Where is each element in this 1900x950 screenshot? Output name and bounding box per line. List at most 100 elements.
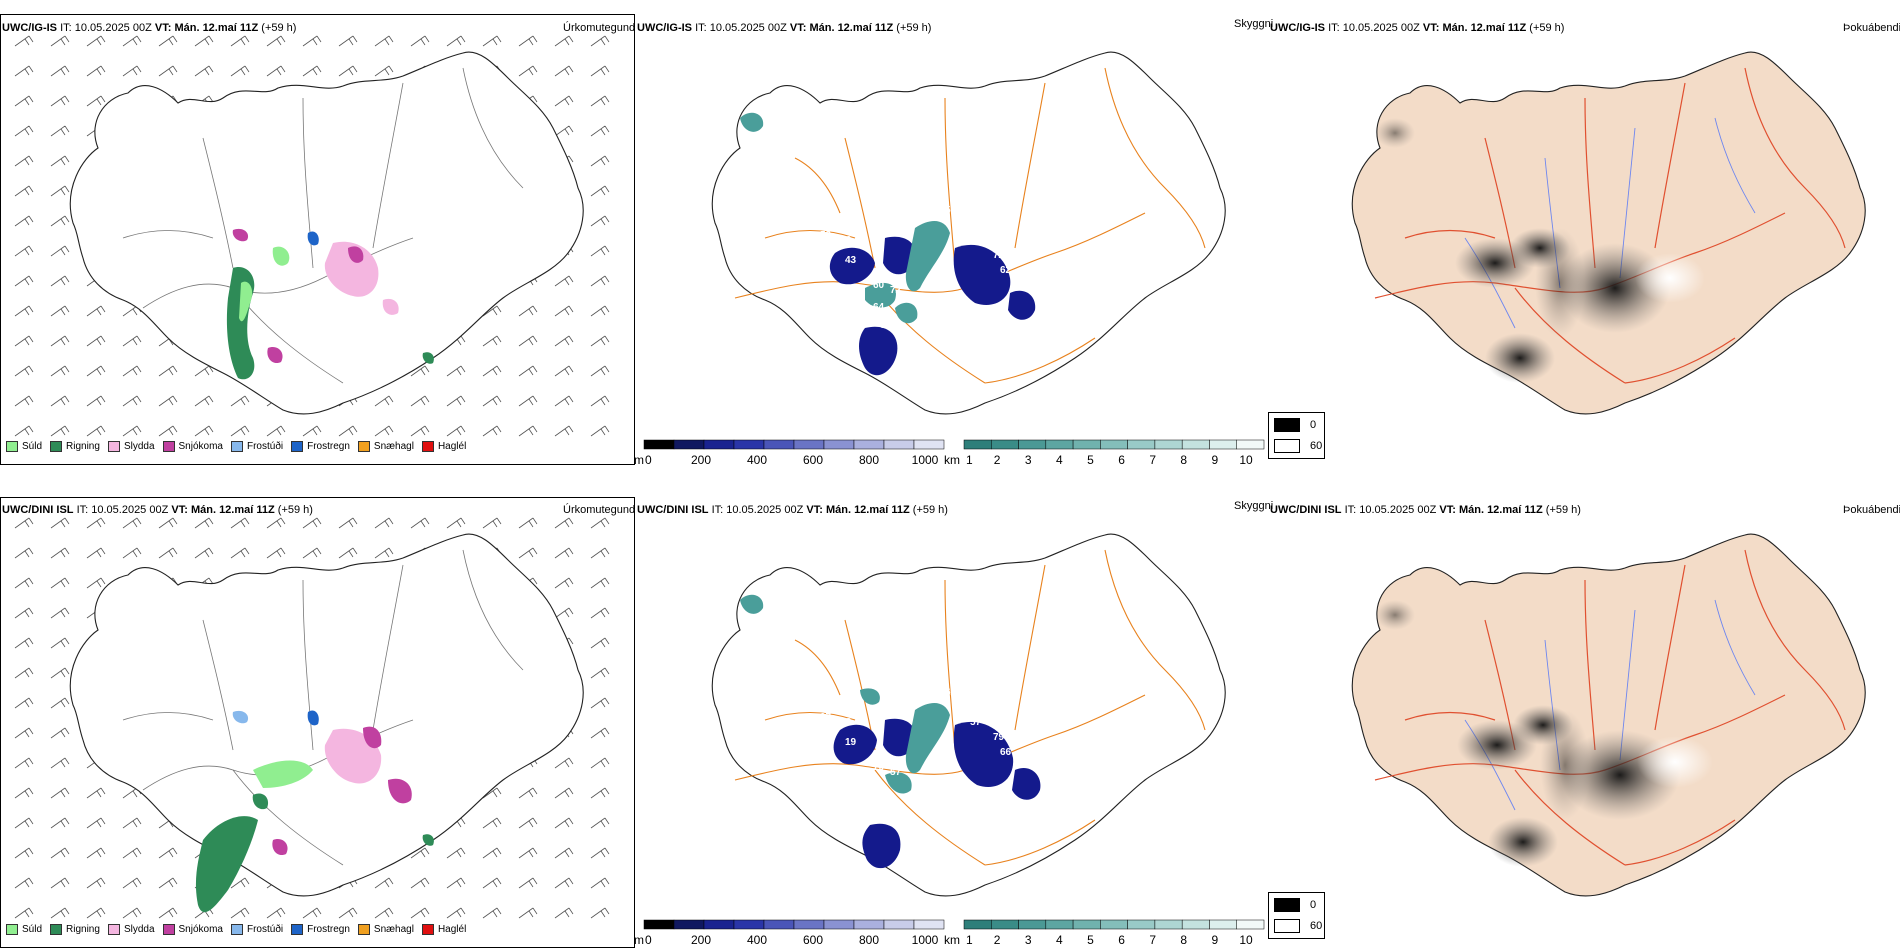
wind-barb [518,517,538,529]
wind-barb [518,787,538,799]
wind-barb [194,65,214,77]
title-visibility: Skyggni [1234,18,1274,30]
wind-barb [518,305,538,317]
wind-barb [266,65,286,77]
wind-barb [338,35,358,47]
cloud-fields [740,112,1036,376]
cloud-base-value: 70 [873,762,885,773]
legend-label: Frostregn [307,441,350,452]
legend-swatch [107,441,120,452]
wind-barb [50,607,70,619]
fog-map [1351,51,1866,415]
colorbar-tick: 8 [1180,933,1187,947]
legend-label: Frostregn [307,924,350,935]
colorbar-tick: 1 [966,933,973,947]
wind-barb [50,577,70,589]
colorbar-unit: m [634,453,644,467]
wind-barb [590,817,610,829]
it-label: IT: [60,22,72,34]
wind-barb [230,65,250,77]
wind-barb [230,877,250,889]
wind-barb [590,577,610,589]
iceland-outline [711,533,1226,897]
wind-barb [554,365,574,377]
wind-barb [50,425,70,437]
colorbar-segment [793,919,825,930]
legend-swatch [291,924,304,935]
model-name: UWC/DINI ISL [637,504,709,516]
wind-barb [446,365,466,377]
wind-barb [50,245,70,257]
lead-time: (+59 h) [1529,22,1565,34]
wind-barb [14,577,34,589]
title-fog-index: Þokuábendi [1843,504,1900,516]
wind-barb [554,577,574,589]
colorbar-unit: m [634,933,644,947]
colorbar-tick: 4 [1056,933,1063,947]
cloud-base-value: 55 [955,712,967,723]
precip-legend-item: Súld [6,924,42,935]
colorbar-tick: 9 [1212,453,1219,467]
wind-barb [518,425,538,437]
wind-barb [554,907,574,919]
colorbar-tick: 200 [691,933,711,947]
it-value: 10.05.2025 00Z [1342,22,1420,34]
wind-barb [302,65,322,77]
cloud-base-value: 62 [1000,265,1012,276]
cloud-base-value: 97 [820,712,832,723]
wind-barb [50,365,70,377]
colorbar-segment [1209,439,1237,450]
wind-barb [86,847,106,859]
colorbar-tick: 1 [966,453,973,467]
wind-barb [410,35,430,47]
cloud-base-value: 23 [880,802,892,813]
cloud-base-value: 53 [860,180,872,191]
precip-map [14,517,610,919]
visibility-colorbar: km 1 2 3 4 5 6 7 8 9 10 [944,439,1265,467]
iceland-outline [69,51,584,415]
legend-label: Súld [22,441,43,452]
wind-barb [86,787,106,799]
colorbar-tick: 6 [1118,933,1125,947]
legend-swatch [230,441,243,452]
cloud-base-value: 62 [873,784,885,795]
wind-barb [50,155,70,167]
wind-barb [554,877,574,889]
legend-label: Snæhagl [373,441,414,452]
wind-barb [14,365,34,377]
wind-barb [158,517,178,529]
wind-barb [50,877,70,889]
model-name: UWC/DINI ISL [2,504,74,516]
precip-legend-item: Snæhagl [357,441,414,452]
it-label: IT: [695,22,707,34]
wind-barb [50,787,70,799]
fog-legend-black [1274,418,1300,432]
wind-barb [554,275,574,287]
wind-barb [482,847,502,859]
colorbar-segment [1236,439,1265,450]
vt-label: VT: [171,504,188,516]
colorbar-tick: 200 [691,453,711,467]
wind-barb [554,395,574,407]
wind-barb [410,907,430,919]
colorbar-tick: 1000 [912,453,939,467]
colorbar-segment [703,919,735,930]
cloud-base-value: 60 [873,280,885,291]
wind-barb [194,425,214,437]
model-name: UWC/IG-IS [1270,22,1325,34]
wind-barb [590,125,610,137]
wind-barb [482,35,502,47]
wind-barb [230,907,250,919]
wind-barb [374,907,394,919]
colorbar-segment [963,439,992,450]
wind-barb [122,335,142,347]
wind-barb [14,215,34,227]
wind-barb [14,305,34,317]
wind-barb [410,517,430,529]
colorbar-tick: 4 [1056,453,1063,467]
wind-barb [554,817,574,829]
colorbar-tick: 10 [1239,933,1253,947]
wind-barb [554,607,574,619]
cloud-base-value: 54 [970,235,982,246]
colorbar-tick: 600 [803,933,823,947]
